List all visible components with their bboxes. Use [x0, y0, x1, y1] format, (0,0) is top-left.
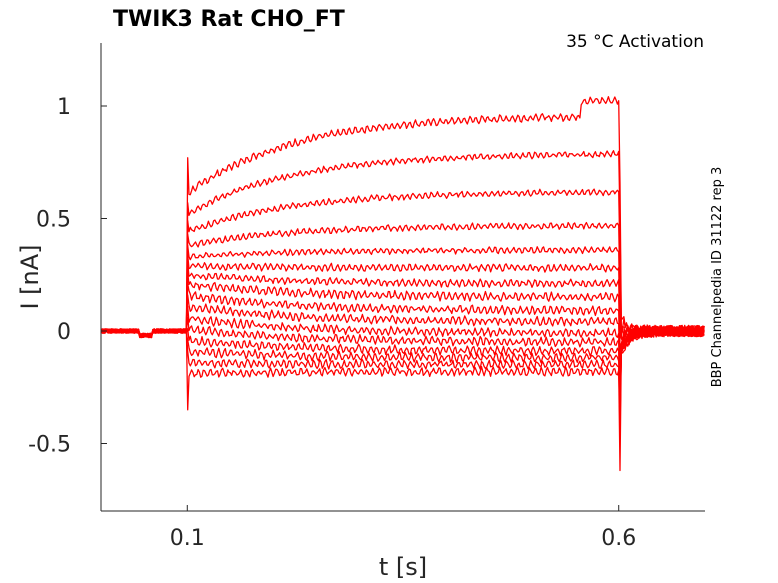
current-trace: [100, 244, 705, 341]
current-trace: [100, 271, 705, 366]
current-trace: [100, 253, 705, 342]
y-ticks: -0.5 0 0.5 1: [28, 95, 107, 458]
y-tick-label: -0.5: [28, 433, 71, 458]
x-axis-label: t [s]: [379, 553, 427, 581]
y-tick-label: 1: [57, 95, 71, 120]
traces: [100, 96, 705, 472]
y-axis-label: I [nA]: [16, 244, 44, 309]
current-trace: [100, 96, 705, 338]
current-trace: [100, 150, 705, 338]
current-trace: [100, 324, 705, 472]
channelpedia-id-label: BBP Channelpedia ID 31122 rep 3: [710, 167, 725, 388]
current-trace: [100, 283, 705, 379]
x-tick-label: 0.1: [170, 526, 205, 551]
chart-title: TWIK3 Rat CHO_FT: [113, 7, 345, 32]
current-trace: [100, 294, 705, 391]
current-trace: [100, 316, 705, 411]
current-trace: [100, 305, 705, 402]
current-trace: [100, 325, 705, 433]
current-trace: [100, 262, 705, 352]
current-trace: [100, 188, 705, 339]
y-tick-label: 0.5: [36, 208, 71, 233]
temperature-annotation: 35 °C Activation: [566, 32, 704, 52]
x-ticks: 0.1 0.6: [170, 505, 636, 551]
x-tick-label: 0.6: [601, 526, 636, 551]
current-trace: [100, 325, 705, 427]
current-trace: [100, 325, 705, 420]
y-tick-label: 0: [57, 320, 71, 345]
current-trace: [100, 221, 705, 339]
